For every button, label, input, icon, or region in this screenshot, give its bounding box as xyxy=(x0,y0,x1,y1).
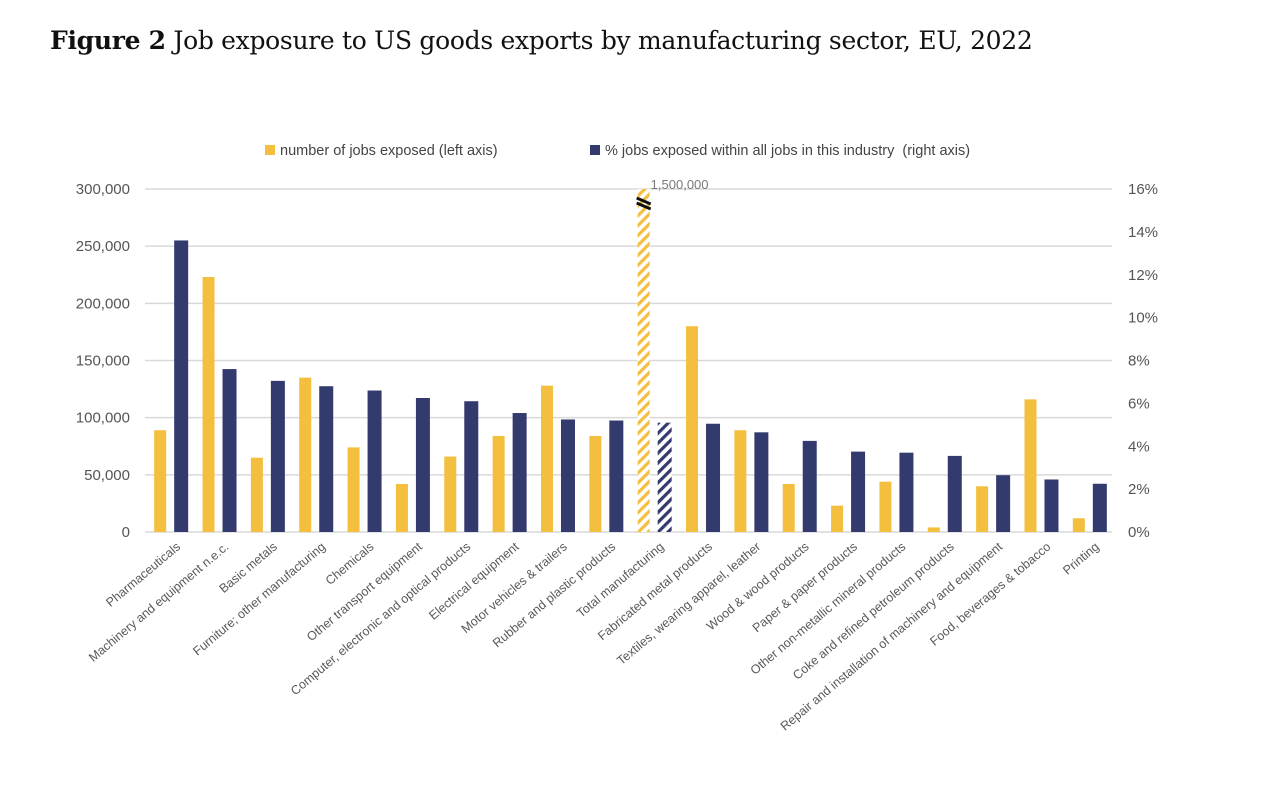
bar-percent-exposed xyxy=(560,419,575,532)
right-tick-label: 16% xyxy=(1128,181,1158,198)
left-tick-label: 50,000 xyxy=(84,467,130,484)
bar-percent-exposed xyxy=(754,432,769,532)
bar-jobs-exposed xyxy=(637,189,650,532)
bar-jobs-exposed xyxy=(976,486,989,532)
bar-percent-exposed xyxy=(319,386,334,532)
right-tick-label: 4% xyxy=(1128,438,1150,455)
category-label: Computer, electronic and optical product… xyxy=(288,540,473,699)
bar-percent-exposed xyxy=(415,398,430,532)
legend-label-jobs: number of jobs exposed (left axis) xyxy=(280,143,498,159)
left-tick-label: 0 xyxy=(122,524,130,541)
figure-label: Figure 2 xyxy=(50,26,166,55)
legend-label-percent: % jobs exposed within all jobs in this i… xyxy=(605,143,970,159)
bars xyxy=(154,189,1107,532)
right-tick-label: 2% xyxy=(1128,481,1150,498)
bar-percent-exposed xyxy=(899,452,914,532)
bar-percent-exposed xyxy=(996,475,1011,532)
bar-jobs-exposed xyxy=(686,326,699,532)
bar-percent-exposed xyxy=(270,380,285,532)
category-label: Printing xyxy=(1060,540,1102,578)
bar-jobs-exposed xyxy=(782,483,795,532)
bar-percent-exposed xyxy=(1044,479,1059,532)
left-tick-label: 200,000 xyxy=(76,295,130,312)
axis-break-mark xyxy=(636,201,652,211)
bar-jobs-exposed xyxy=(250,457,263,532)
bar-percent-exposed xyxy=(174,240,189,532)
right-tick-label: 8% xyxy=(1128,353,1150,370)
bar-jobs-exposed xyxy=(879,481,892,532)
right-tick-label: 10% xyxy=(1128,310,1158,327)
left-tick-label: 300,000 xyxy=(76,181,130,198)
right-tick-label: 6% xyxy=(1128,395,1150,412)
gridlines xyxy=(145,188,1112,533)
bar-percent-exposed xyxy=(706,423,721,532)
bar-percent-exposed xyxy=(802,440,817,532)
right-tick-label: 14% xyxy=(1128,224,1158,241)
bar-jobs-exposed xyxy=(1072,518,1085,532)
bar-jobs-exposed xyxy=(831,505,844,532)
figure-title-text: Job exposure to US goods exports by manu… xyxy=(173,26,1033,55)
bar-jobs-exposed xyxy=(734,430,747,532)
legend-swatch-percent xyxy=(590,145,600,155)
bar-percent-exposed xyxy=(464,401,479,532)
left-tick-label: 150,000 xyxy=(76,353,130,370)
bar-percent-exposed xyxy=(947,455,962,532)
bar-jobs-exposed xyxy=(347,447,360,532)
bar-percent-exposed xyxy=(657,422,672,532)
bar-jobs-exposed xyxy=(1024,399,1037,532)
bar-percent-exposed xyxy=(851,451,866,532)
bar-jobs-exposed xyxy=(444,456,457,532)
left-axis: 0 50,000 100,000 150,000 200,000 250,000 300,0… xyxy=(76,181,130,541)
bar-percent-exposed xyxy=(1092,483,1107,532)
bar-jobs-exposed xyxy=(589,435,602,532)
left-tick-label: 100,000 xyxy=(76,410,130,427)
category-label: Repair and installation of machinery and… xyxy=(778,539,1006,733)
bar-jobs-exposed xyxy=(540,385,553,532)
axis-break-mark xyxy=(636,196,652,206)
bar-jobs-exposed xyxy=(492,435,505,532)
category-label: Total manufacturing xyxy=(574,540,667,621)
annotations: 1,500,000 xyxy=(636,177,709,211)
legend: number of jobs exposed (left axis) % job… xyxy=(265,143,970,159)
data-label-total-manufacturing: 1,500,000 xyxy=(651,177,709,192)
bar-jobs-exposed xyxy=(395,483,408,532)
bar-jobs-exposed xyxy=(299,377,312,532)
bar-jobs-exposed xyxy=(927,527,940,532)
bar-jobs-exposed xyxy=(154,430,167,532)
bar-percent-exposed xyxy=(222,369,237,532)
bar-percent-exposed xyxy=(367,390,382,532)
bar-percent-exposed xyxy=(512,413,527,532)
figure-title: Figure 2 Job exposure to US goods export… xyxy=(50,26,1033,55)
right-axis: 0% 2% 4% 6% 8% 10% 12% 14% 16% xyxy=(1128,181,1158,541)
right-tick-label: 0% xyxy=(1128,524,1150,541)
category-label: Electrical equipment xyxy=(426,539,522,622)
right-tick-label: 12% xyxy=(1128,267,1158,284)
left-tick-label: 250,000 xyxy=(76,238,130,255)
legend-swatch-jobs xyxy=(265,145,275,155)
bar-percent-exposed xyxy=(609,420,624,532)
bar-jobs-exposed xyxy=(202,277,215,532)
